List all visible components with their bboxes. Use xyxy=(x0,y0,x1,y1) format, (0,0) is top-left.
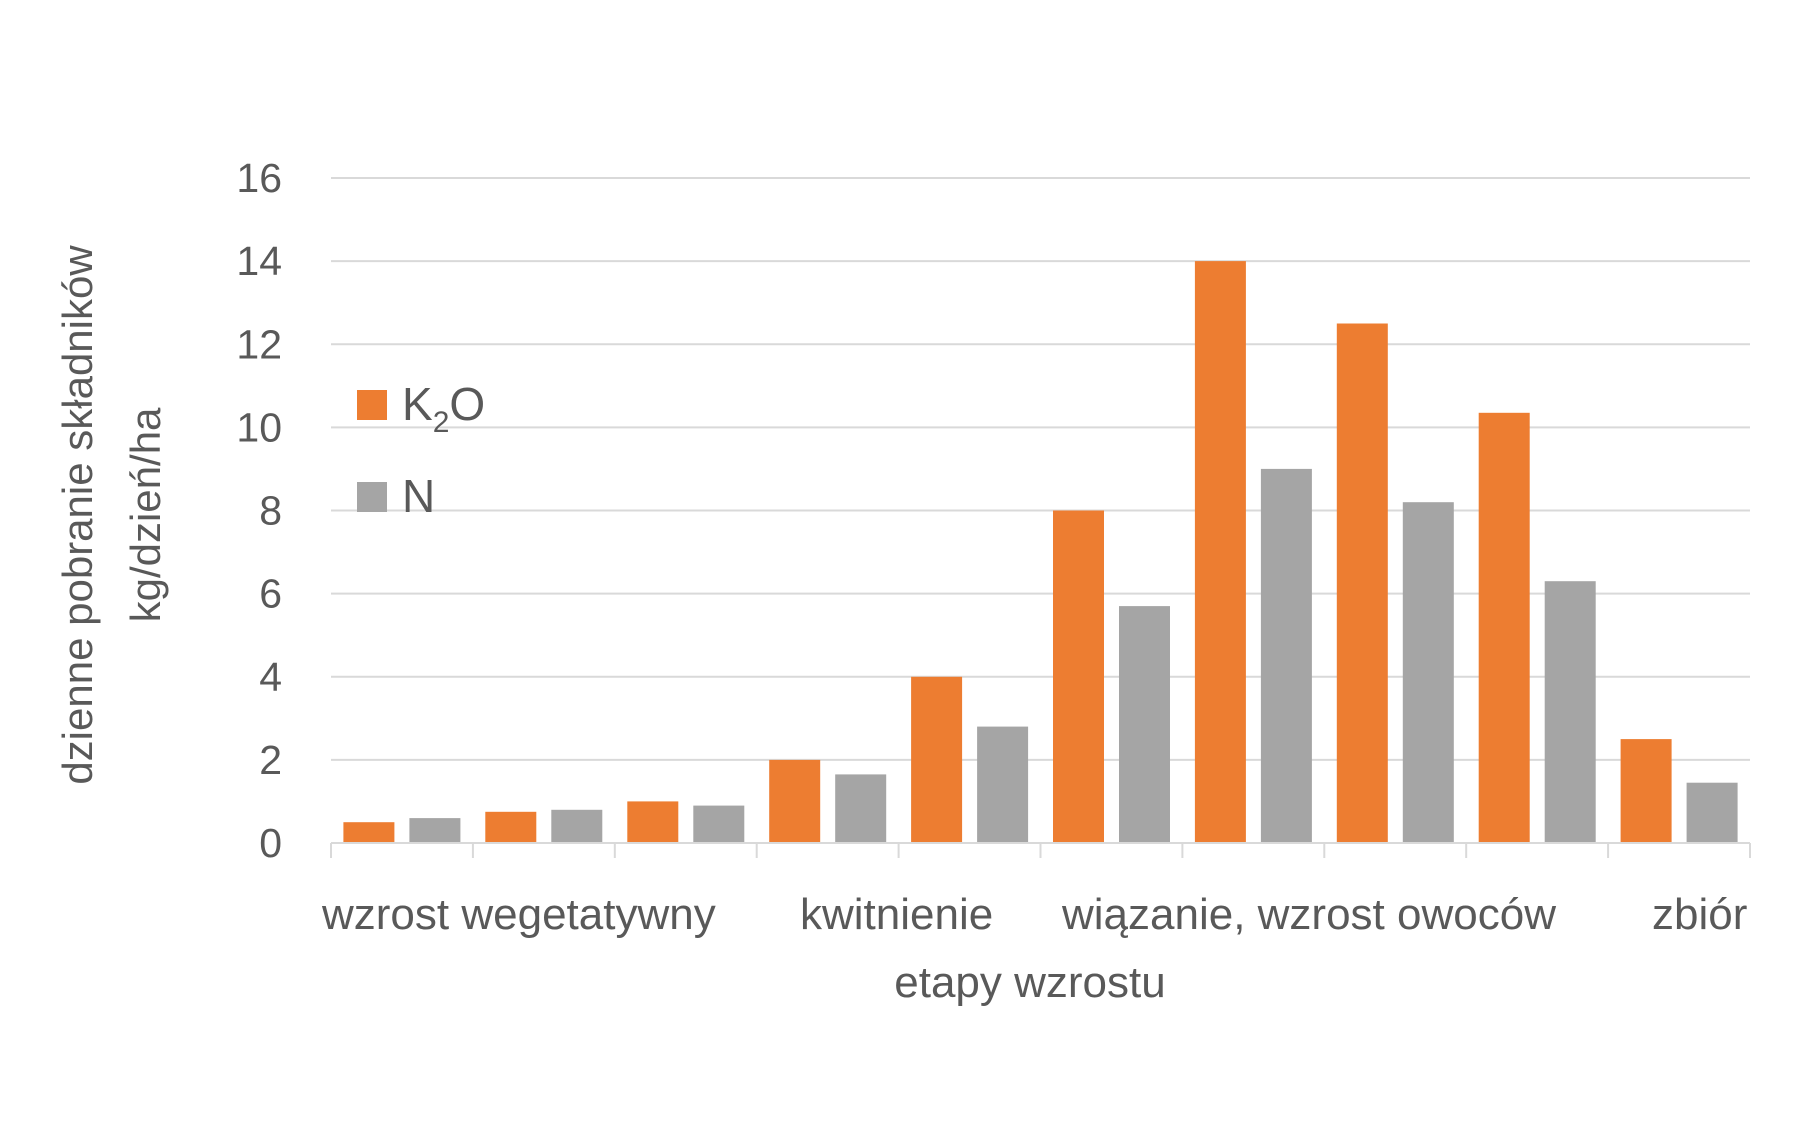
y-tick-label: 8 xyxy=(259,488,282,534)
bar-n-8 xyxy=(1402,502,1454,843)
bar-n-9 xyxy=(1544,581,1596,843)
y-tick-label: 12 xyxy=(236,321,282,367)
bar-k2o-1 xyxy=(343,822,395,843)
bar-n-10 xyxy=(1686,782,1738,843)
bar-n-5 xyxy=(977,726,1029,843)
x-stage-label-vegetative: wzrost wegetatywny xyxy=(321,890,716,939)
x-stage-label-fruit-set: wiązanie, wzrost owoców xyxy=(1061,890,1556,939)
legend-label-k2o-subscript: 2 xyxy=(433,406,450,439)
y-tick-label: 10 xyxy=(236,404,282,450)
x-stage-label-harvest: zbiór xyxy=(1652,890,1747,939)
bar-n-7 xyxy=(1260,468,1312,843)
legend-swatch-n xyxy=(357,482,387,512)
bar-k2o-3 xyxy=(627,801,679,843)
bar-k2o-2 xyxy=(485,811,537,843)
bar-k2o-8 xyxy=(1336,323,1388,843)
x-axis xyxy=(330,842,1751,858)
y-axis-title-line-2: kg/dzień/ha xyxy=(122,407,169,622)
legend-label-k2o: K2O xyxy=(402,378,485,439)
legend-label-n: N xyxy=(402,470,435,522)
x-stage-label-flowering: kwitnienie xyxy=(800,890,993,939)
bar-k2o-4 xyxy=(769,759,821,843)
gridlines xyxy=(331,177,1750,761)
y-tick-label: 6 xyxy=(259,571,282,617)
y-tick-label: 14 xyxy=(236,238,282,284)
bar-k2o-10 xyxy=(1620,739,1672,843)
bar-n-4 xyxy=(835,774,887,843)
y-axis-title-line-1: dzienne pobranie składników xyxy=(54,245,101,785)
y-tick-label: 0 xyxy=(259,820,282,866)
y-tick-label: 4 xyxy=(259,654,282,700)
x-axis-title: etapy wzrostu xyxy=(894,958,1165,1007)
bar-n-2 xyxy=(551,809,603,844)
bar-n-6 xyxy=(1119,606,1170,843)
legend: K2O N xyxy=(357,378,485,522)
bar-k2o-7 xyxy=(1194,261,1246,844)
legend-swatch-k2o xyxy=(357,390,387,420)
bar-n-3 xyxy=(693,805,745,843)
bar-n-1 xyxy=(409,818,461,843)
y-axis-ticks: 0 2 4 6 8 10 12 14 16 xyxy=(236,155,282,866)
y-tick-label: 2 xyxy=(259,737,282,783)
y-tick-label: 16 xyxy=(236,155,282,201)
bar-k2o-6 xyxy=(1053,510,1104,843)
bars xyxy=(343,261,1738,844)
bar-k2o-9 xyxy=(1478,412,1530,843)
bar-k2o-5 xyxy=(911,676,963,844)
